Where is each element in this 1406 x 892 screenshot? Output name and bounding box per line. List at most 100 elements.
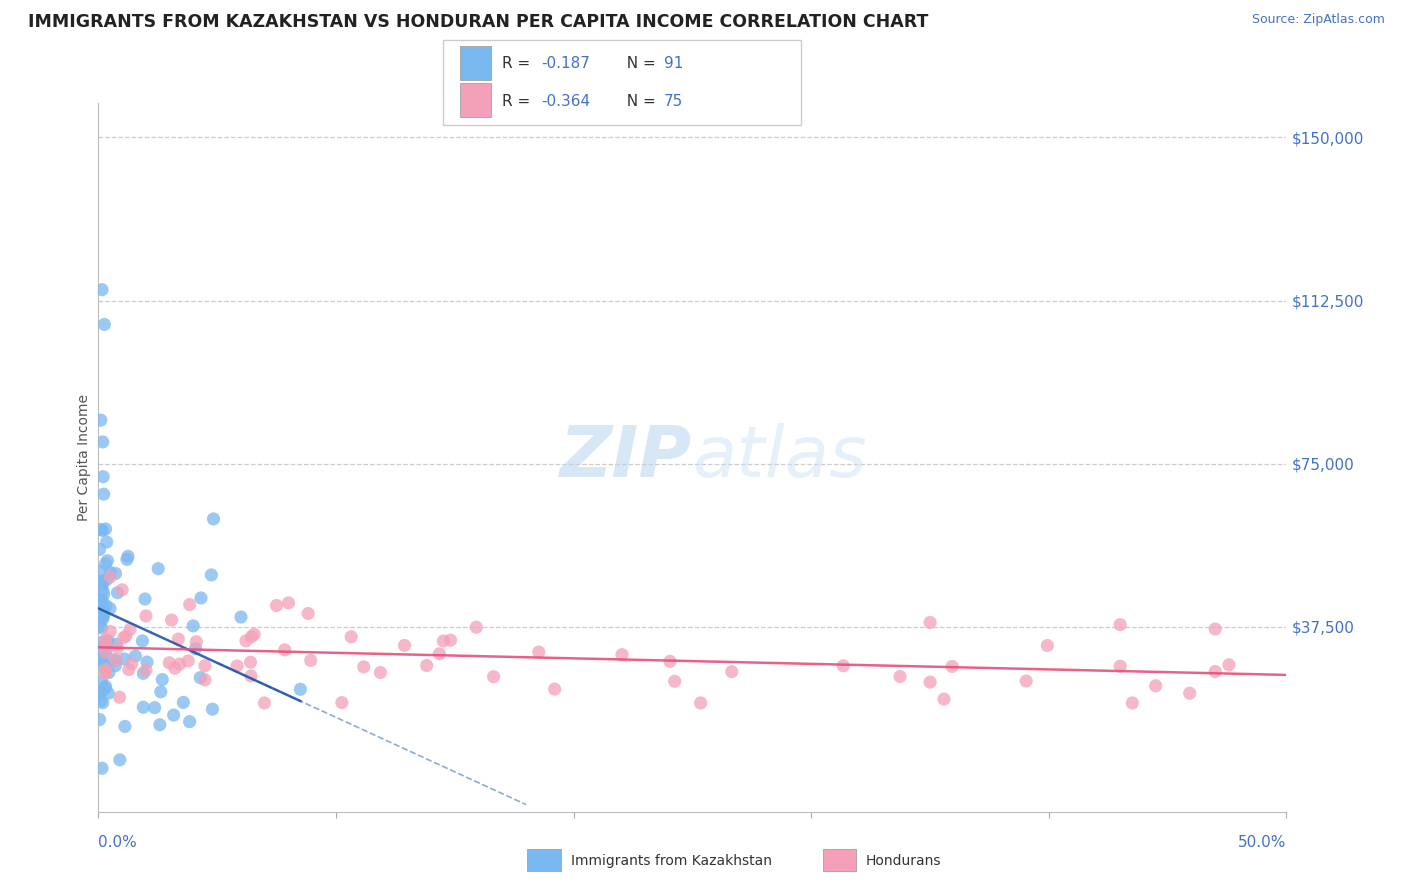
Point (163, 661, 186, 675)
Point (91, 761, 114, 775)
Point (920, 615, 942, 630)
Point (93, 318, 115, 332)
Text: Immigrants from Kazakhstan: Immigrants from Kazakhstan (571, 854, 772, 868)
Point (94, 645, 117, 659)
Point (91, 648, 114, 662)
Point (200, 568, 222, 582)
Text: Source: ZipAtlas.com: Source: ZipAtlas.com (1251, 13, 1385, 27)
Point (135, 663, 157, 677)
Point (94, 633, 117, 648)
Point (91, 469, 114, 483)
Point (190, 591, 212, 605)
Point (115, 629, 138, 643)
Point (889, 669, 911, 683)
Point (91, 524, 114, 538)
Point (429, 647, 451, 661)
Point (239, 669, 262, 683)
Point (91, 574, 114, 588)
Point (111, 582, 134, 597)
Point (89, 602, 111, 616)
Point (108, 690, 131, 705)
Point (277, 596, 299, 610)
Point (1204, 665, 1226, 679)
Point (90, 598, 112, 612)
Point (274, 643, 297, 657)
Point (134, 591, 156, 606)
Point (89, 652, 111, 666)
Point (136, 655, 159, 669)
Text: 0.0%: 0.0% (98, 836, 138, 850)
Point (299, 653, 322, 667)
Point (104, 566, 127, 581)
Point (239, 655, 262, 669)
Point (94, 665, 117, 679)
Point (97, 665, 120, 680)
Point (90, 651, 112, 665)
Point (124, 648, 146, 663)
Point (93, 658, 115, 673)
Point (1204, 622, 1226, 636)
Point (659, 654, 682, 668)
Point (132, 666, 155, 681)
Point (104, 653, 127, 667)
Text: IMMIGRANTS FROM KAZAKHSTAN VS HONDURAN PER CAPITA INCOME CORRELATION CHART: IMMIGRANTS FROM KAZAKHSTAN VS HONDURAN P… (28, 13, 928, 31)
Point (181, 619, 204, 633)
Point (90, 621, 112, 635)
Point (107, 585, 129, 599)
Point (118, 663, 141, 677)
Point (932, 692, 955, 706)
Point (91, 574, 114, 589)
Point (91, 612, 114, 626)
Point (439, 633, 461, 648)
Point (89, 542, 111, 557)
Point (93, 587, 115, 601)
Point (94, 557, 117, 571)
Point (91, 610, 114, 624)
Point (90, 413, 112, 427)
Point (96, 642, 118, 657)
Point (89, 522, 111, 536)
Point (415, 658, 437, 673)
Point (229, 610, 252, 624)
Point (157, 656, 180, 670)
Point (188, 671, 211, 685)
Point (91, 578, 114, 592)
Point (143, 700, 166, 714)
Point (96, 637, 118, 651)
Point (108, 753, 131, 767)
Point (94, 680, 117, 694)
Point (149, 685, 172, 699)
Point (169, 657, 191, 671)
Point (179, 714, 201, 729)
Point (91, 593, 114, 607)
Point (112, 631, 135, 645)
Point (91, 609, 114, 624)
Point (330, 696, 353, 710)
Point (89, 686, 111, 700)
Point (664, 674, 686, 689)
Point (1109, 617, 1132, 632)
Point (184, 641, 207, 656)
Point (1036, 639, 1059, 653)
Point (920, 675, 942, 690)
Point (394, 639, 416, 653)
Point (89, 713, 111, 727)
Point (186, 634, 208, 648)
Point (689, 696, 711, 710)
Point (96, 573, 118, 587)
Point (1144, 679, 1167, 693)
Point (226, 659, 249, 673)
Point (98, 601, 121, 615)
Point (1121, 696, 1143, 710)
Point (91, 696, 114, 710)
Point (104, 637, 127, 651)
Point (235, 633, 257, 648)
Point (243, 627, 266, 641)
Point (1178, 686, 1201, 700)
Point (98, 624, 121, 639)
Point (131, 633, 153, 648)
Point (117, 549, 139, 564)
Point (94, 666, 117, 681)
Point (94, 635, 117, 649)
Point (340, 630, 363, 644)
